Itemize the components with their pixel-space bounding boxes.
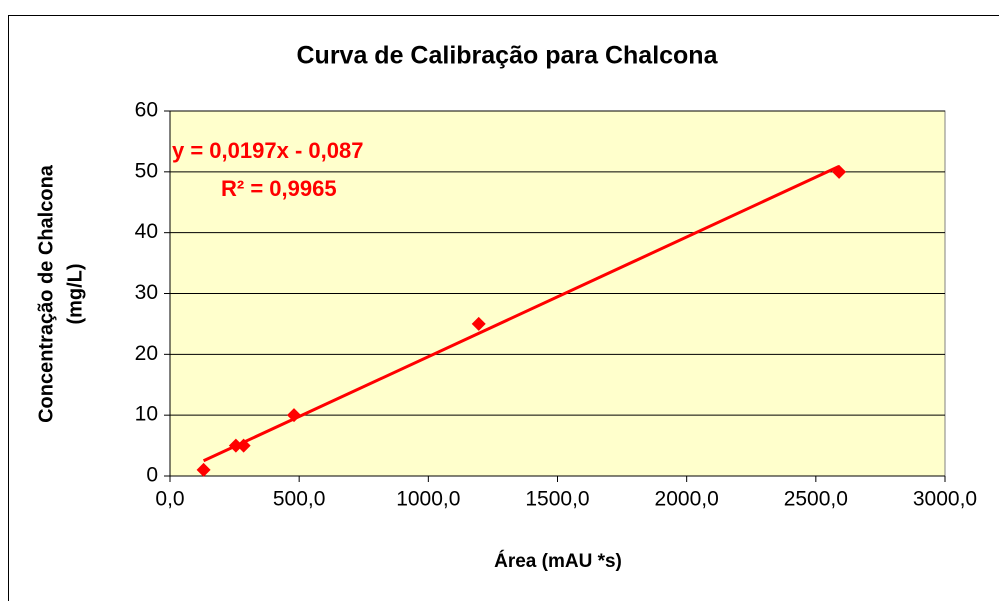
x-tick-label: 2000,0 [655, 488, 719, 511]
x-tick-label: 0,0 [155, 488, 184, 511]
y-tick-label: 10 [135, 403, 158, 426]
x-tick-label: 3000,0 [913, 488, 977, 511]
y-tick-label: 0 [146, 464, 158, 487]
y-axis-label: Concentração de Chalcona [35, 164, 57, 423]
annotation: R² = 0,9965 [221, 176, 337, 201]
x-axis-label: Área (mAU *s) [494, 550, 622, 572]
x-tick-label: 500,0 [273, 488, 326, 511]
marker [196, 462, 211, 477]
x-tick-label: 2500,0 [784, 488, 848, 511]
x-tick-label: 1000,0 [396, 488, 460, 511]
trendline [202, 164, 840, 463]
y-tick-label: 20 [135, 342, 158, 365]
y-axis-label: (mg/L) [64, 263, 86, 324]
annotation: y = 0,0197x - 0,087 [172, 138, 363, 163]
x-tick-label: 1500,0 [525, 488, 589, 511]
y-tick-label: 40 [135, 220, 158, 243]
marker [471, 316, 486, 331]
y-tick-label: 30 [135, 281, 158, 304]
y-tick-label: 60 [135, 99, 158, 122]
y-tick-label: 50 [135, 159, 158, 182]
chart-title: Curva de Calibração para Chalcona [297, 42, 719, 70]
